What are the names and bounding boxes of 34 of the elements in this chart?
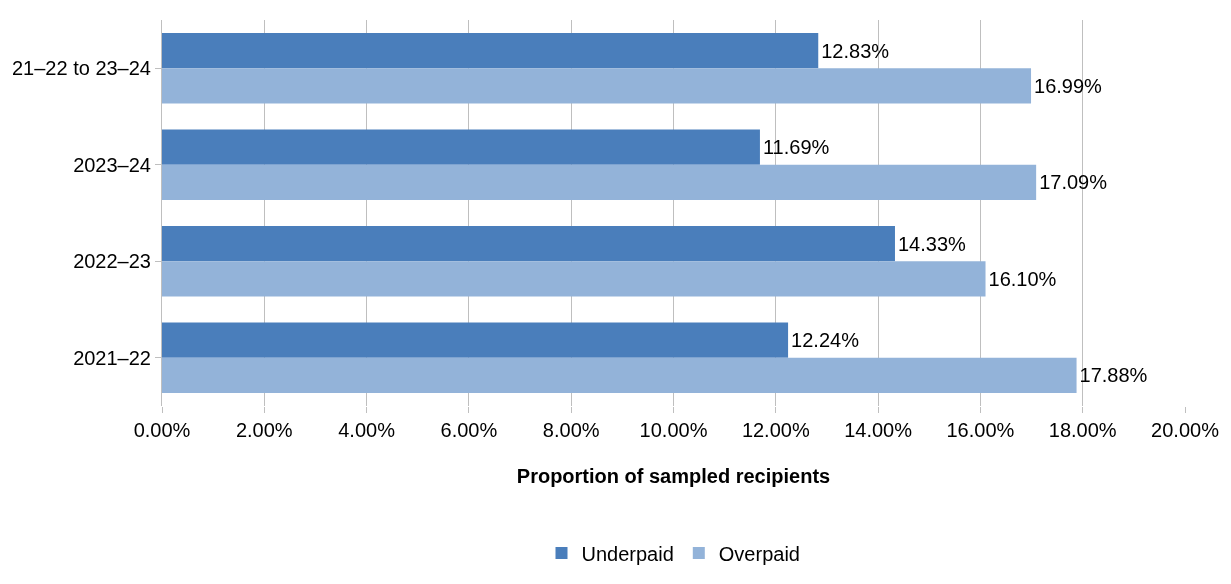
data-label: 17.88% [1079, 364, 1148, 387]
data-label: 14.33% [897, 232, 967, 255]
bar [162, 261, 986, 297]
x-tick-label: 2.00% [235, 419, 293, 441]
data-label: 12.24% [791, 329, 860, 352]
x-tick-label: 4.00% [338, 419, 396, 441]
y-tick-label: 2022–23 [73, 250, 151, 273]
x-tick-label: 18.00% [1048, 419, 1117, 441]
bar [162, 68, 1032, 104]
x-tick-label: 8.00% [542, 419, 600, 441]
data-label: 12.83% [821, 39, 890, 62]
bar [162, 33, 819, 69]
bar [162, 226, 895, 262]
x-tick-label: 12.00% [741, 419, 810, 441]
data-label: 16.10% [988, 267, 1057, 290]
legend-label: Overpaid [718, 542, 800, 565]
x-tick-label: 6.00% [440, 419, 498, 441]
data-label: 11.69% [762, 136, 830, 159]
data-label: 16.99% [1034, 74, 1103, 97]
legend-label: Underpaid [581, 542, 674, 565]
x-tick-label: 16.00% [946, 419, 1015, 441]
bar [162, 357, 1077, 393]
bar [162, 164, 1037, 200]
y-tick-label: 21–22 to 23–24 [11, 57, 151, 80]
y-tick-label: 2023–24 [73, 153, 151, 176]
data-label: 17.09% [1039, 171, 1108, 194]
x-tick-label: 10.00% [639, 419, 708, 441]
x-tick-label: 0.00% [133, 419, 191, 441]
x-tick-label: 14.00% [844, 419, 913, 441]
x-axis-title: Proportion of sampled recipients [516, 464, 831, 487]
x-tick-label: 20.00% [1151, 419, 1220, 441]
y-tick-label: 2021–22 [73, 346, 151, 369]
bar [162, 322, 789, 358]
bar [162, 129, 760, 165]
